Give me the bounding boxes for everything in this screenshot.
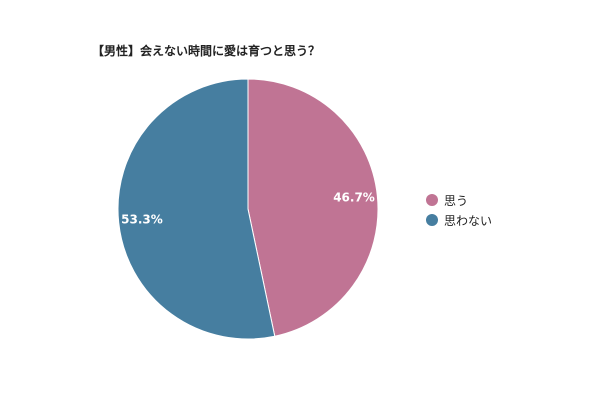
pie-slice-omowanai[interactable]	[117, 78, 276, 340]
pie-slice-omou[interactable]	[247, 78, 379, 337]
legend-item-omou[interactable]: 思う	[426, 190, 492, 210]
legend-item-omowanai[interactable]: 思わない	[426, 210, 492, 230]
legend: 思う 思わない	[426, 190, 492, 230]
chart-title: 【男性】会えない時間に愛は育つと思う？	[92, 44, 321, 58]
legend-swatch-omowanai	[426, 214, 438, 226]
legend-label-omowanai: 思わない	[444, 213, 493, 228]
slice-label-omou: 46.7%	[333, 190, 375, 204]
legend-label-omou: 思う	[444, 193, 469, 208]
slice-label-omowanai: 53.3%	[121, 213, 163, 227]
legend-swatch-omou	[426, 194, 438, 206]
